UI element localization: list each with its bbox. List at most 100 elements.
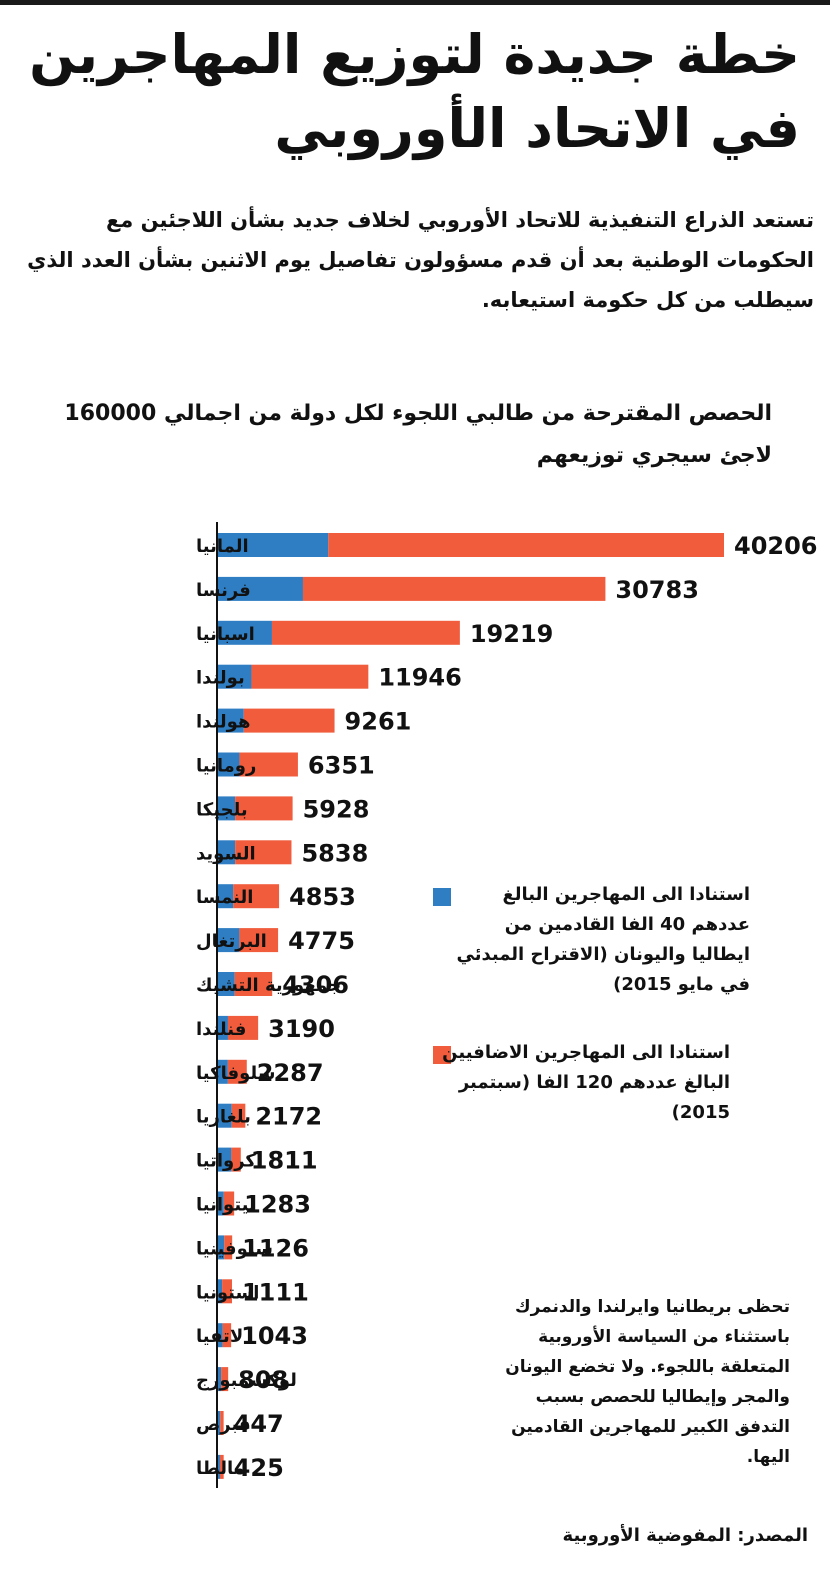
bar-series1-2	[218, 620, 272, 645]
value-label-4: 9261	[345, 708, 412, 736]
value-label-14: 1811	[251, 1147, 318, 1175]
bars-group: 40206 المانيا 30783 فرنسا 19219 اسبانيا 11946 ب…	[196, 532, 818, 1482]
bar-series1-0	[218, 533, 329, 557]
bar-series1-14	[218, 1147, 232, 1172]
value-label-9: 4775	[288, 927, 355, 955]
category-label-8: النمسا	[196, 887, 253, 908]
category-label-16: سلوفينيا	[196, 1238, 273, 1259]
bar-series2-0	[328, 533, 724, 557]
category-label-12: سلوفاكيا	[196, 1063, 275, 1084]
value-label-10: 4306	[282, 971, 349, 999]
page-title: خطة جديدة لتوزيع المهاجرين في الاتحاد ال…	[20, 18, 801, 166]
bar-series2-19	[221, 1367, 229, 1392]
value-label-7: 5838	[301, 839, 368, 867]
title-line-2: في الاتحاد الأوروبي	[274, 97, 801, 160]
bar-series1-8	[218, 884, 234, 909]
category-label-2: اسبانيا	[196, 624, 255, 645]
bar-series1-18	[218, 1323, 223, 1348]
bar-series1-5	[218, 752, 240, 777]
intro-paragraph: تستعد الذراع التنفيذية للاتحاد الأوروبي …	[27, 208, 814, 312]
exemption-note: تحظى بريطانيا وايرلندا والدنمرك باستثناء…	[505, 1297, 790, 1467]
category-label-1: فرنسا	[196, 580, 251, 601]
value-label-17: 1111	[242, 1278, 309, 1306]
category-label-3: بولندا	[196, 668, 245, 689]
category-label-19: لوكسمبورج	[196, 1370, 297, 1391]
value-label-21: 425	[234, 1454, 284, 1482]
bar-series2-18	[222, 1323, 232, 1348]
value-label-1: 30783	[615, 576, 699, 604]
bar-series2-9	[239, 928, 279, 953]
category-label-5: رومانيا	[196, 756, 256, 777]
category-label-20: قبرص	[196, 1414, 251, 1435]
bar-series1-19	[218, 1367, 222, 1392]
bar-series2-14	[231, 1147, 241, 1172]
value-label-3: 11946	[378, 664, 462, 692]
bar-series2-15	[223, 1191, 235, 1216]
bar-series2-12	[227, 1059, 247, 1084]
category-label-15: ليتوانيا	[196, 1195, 256, 1216]
bar-series1-4	[218, 708, 244, 733]
value-label-0: 40206	[734, 532, 818, 560]
bar-series2-11	[227, 1015, 259, 1040]
legend-item-series2: استنادا الى المهاجرين الاضافيين البالغ ع…	[442, 1042, 730, 1123]
value-label-19: 808	[238, 1366, 288, 1394]
category-label-18: لاتفيا	[196, 1326, 243, 1347]
bar-series2-21	[220, 1454, 224, 1479]
bar-series1-1	[218, 576, 303, 601]
bar-series1-11	[218, 1015, 228, 1040]
bar-series2-20	[220, 1411, 224, 1435]
bar-series2-1	[302, 576, 606, 601]
top-rule	[0, 0, 830, 5]
bar-series1-6	[218, 796, 236, 821]
bar-series2-16	[224, 1235, 233, 1260]
bar-series2-10	[234, 972, 273, 996]
value-label-8: 4853	[289, 883, 356, 911]
legend-item-series1: استنادا الى المهاجرين البالغ عددهم 40 ال…	[456, 884, 750, 995]
category-label-10: جمهورية التشيك	[196, 975, 341, 996]
category-label-6: بلجيكا	[196, 799, 248, 820]
title-line-1: خطة جديدة لتوزيع المهاجرين	[29, 23, 801, 86]
bar-series1-13	[218, 1103, 232, 1128]
legend-swatch-series2	[433, 1046, 451, 1064]
bar-series1-12	[218, 1059, 228, 1084]
value-label-13: 2172	[255, 1103, 322, 1131]
category-label-7: السويد	[196, 843, 256, 864]
bar-series1-10	[218, 972, 235, 996]
value-label-2: 19219	[470, 620, 554, 648]
value-label-12: 2287	[257, 1059, 324, 1087]
bar-series2-5	[239, 752, 298, 777]
bar-series2-2	[271, 620, 460, 645]
category-label-14: كرواتيا	[196, 1151, 256, 1172]
category-label-11: فنلندا	[196, 1019, 246, 1040]
bar-series2-7	[235, 840, 292, 865]
source-line: المصدر: المفوضية الأوروبية	[562, 1525, 808, 1546]
bar-series1-20	[218, 1411, 221, 1435]
category-label-21: مالطا	[196, 1458, 245, 1479]
value-label-5: 6351	[308, 752, 375, 780]
chart-title: الحصص المقترحة من طالبي اللجوء لكل دولة …	[64, 401, 772, 468]
bar-series2-3	[251, 664, 369, 689]
bar-series2-8	[233, 884, 280, 909]
bar-series1-7	[218, 840, 236, 865]
bar-series1-9	[218, 928, 240, 953]
bar-series2-6	[235, 796, 293, 821]
value-label-15: 1283	[244, 1191, 311, 1219]
category-label-0: المانيا	[196, 536, 249, 557]
category-label-9: البرتغال	[196, 931, 267, 952]
bar-series1-17	[218, 1279, 223, 1304]
legend-swatch-series1	[433, 888, 451, 906]
value-label-18: 1043	[241, 1322, 308, 1350]
value-label-6: 5928	[303, 795, 370, 823]
bar-series1-16	[218, 1235, 225, 1260]
category-label-4: هولندا	[196, 712, 250, 733]
value-label-11: 3190	[268, 1015, 335, 1043]
bar-series1-15	[218, 1191, 224, 1216]
category-label-17: استونيا	[196, 1282, 259, 1303]
bar-series1-3	[218, 664, 252, 689]
bar-series1-21	[218, 1454, 220, 1479]
category-label-13: بلغاريا	[196, 1107, 251, 1128]
bar-series2-17	[222, 1279, 232, 1304]
value-label-16: 1126	[242, 1234, 309, 1262]
bar-series2-4	[243, 708, 335, 733]
